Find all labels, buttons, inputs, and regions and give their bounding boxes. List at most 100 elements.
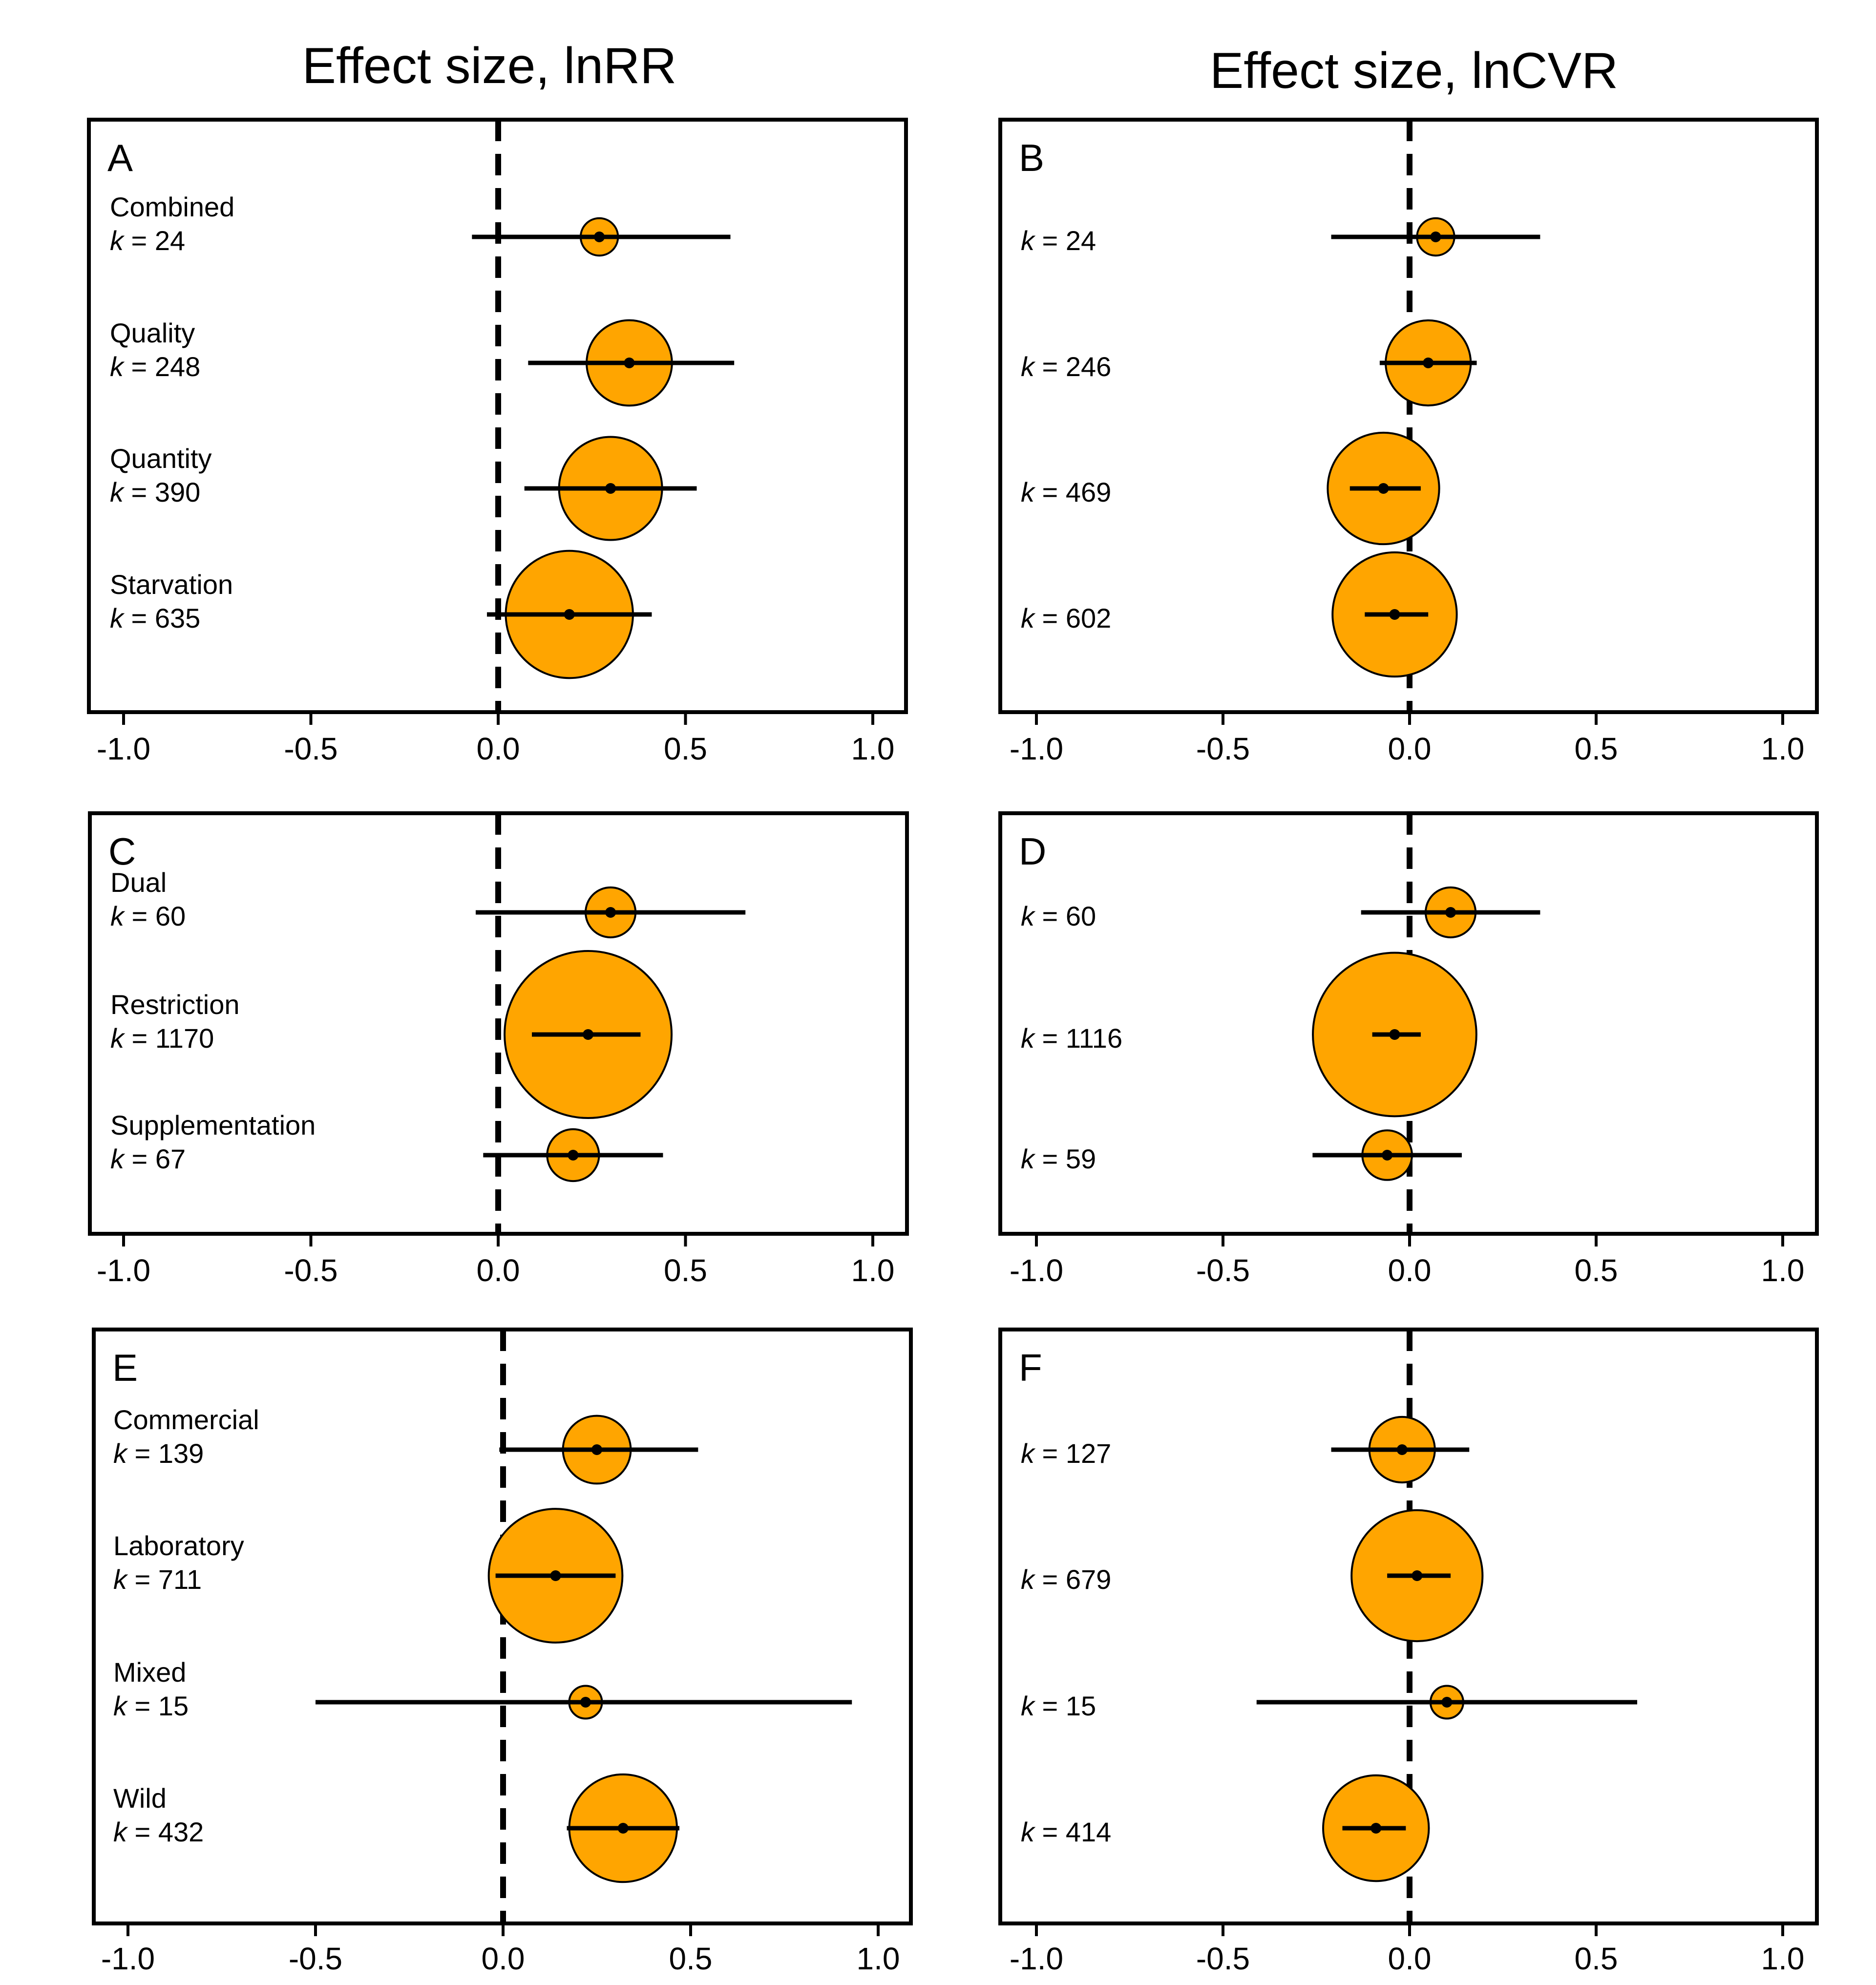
k-symbol: k [113, 1816, 128, 1847]
sample-size-label: k = 679 [1021, 1564, 1111, 1595]
forest-row: k = 15 [1021, 1685, 1638, 1721]
sample-size-label: k = 246 [1021, 351, 1111, 382]
k-symbol: k [1021, 351, 1036, 382]
x-tick-label: 0.0 [482, 1941, 525, 1976]
k-symbol: k [113, 1438, 128, 1469]
sample-size-label: k = 711 [113, 1564, 202, 1595]
k-value: = 635 [124, 603, 200, 634]
forest-row: k = 24 [1021, 217, 1540, 257]
point-estimate [1445, 907, 1456, 918]
k-value: = 248 [124, 351, 200, 382]
k-value: = 432 [127, 1816, 204, 1847]
x-tick-label: -1.0 [1010, 1941, 1063, 1976]
k-symbol: k [110, 1023, 126, 1054]
sample-size-label: k = 24 [1021, 225, 1096, 256]
point-estimate [1441, 1697, 1453, 1708]
x-tick-label: 1.0 [1761, 1253, 1805, 1288]
x-tick-label: 1.0 [857, 1941, 900, 1976]
k-symbol: k [1021, 225, 1036, 256]
forest-row: k = 1116 [1021, 951, 1477, 1118]
x-tick-label: 0.0 [1388, 731, 1432, 766]
k-value: = 24 [124, 225, 185, 256]
sample-size-label: k = 15 [1021, 1690, 1096, 1721]
row-label: Laboratory [113, 1530, 244, 1561]
row-label: Quality [110, 317, 195, 348]
point-estimate [591, 1444, 602, 1455]
sample-size-label: k = 24 [110, 225, 185, 256]
forest-row: k = 602 [1021, 551, 1458, 678]
point-estimate [1412, 1570, 1423, 1581]
forest-row: k = 60 [1021, 886, 1540, 939]
k-value: = 1116 [1034, 1023, 1122, 1054]
x-tick-label: -0.5 [1196, 1253, 1250, 1288]
column-title-lncvr: Effect size, lnCVR [1210, 42, 1618, 99]
sample-size-label: k = 60 [1021, 901, 1096, 931]
k-value: = 15 [1034, 1690, 1096, 1721]
k-symbol: k [110, 351, 125, 382]
row-label: Restriction [110, 989, 240, 1020]
x-tick-label: 0.5 [664, 1253, 707, 1288]
k-symbol: k [1021, 1438, 1036, 1469]
x-tick-label: 1.0 [851, 731, 895, 766]
k-symbol: k [113, 1690, 128, 1721]
row-label: Quantity [110, 443, 212, 474]
k-value: = 246 [1034, 351, 1111, 382]
k-symbol: k [110, 225, 125, 256]
point-estimate [1378, 483, 1389, 494]
row-label: Mixed [113, 1657, 186, 1688]
sample-size-label: k = 469 [1021, 477, 1111, 507]
k-symbol: k [1021, 1564, 1036, 1595]
sample-size-label: k = 414 [1021, 1816, 1111, 1847]
panel-letter: E [112, 1346, 138, 1389]
x-tick-label: -0.5 [1196, 1941, 1250, 1976]
x-tick-label: -0.5 [284, 731, 337, 766]
point-estimate [1382, 1150, 1393, 1161]
point-estimate [583, 1029, 594, 1040]
k-symbol: k [1021, 1690, 1036, 1721]
k-value: = 711 [127, 1564, 202, 1595]
panel-letter: F [1019, 1346, 1042, 1389]
x-tick-label: -0.5 [1196, 731, 1250, 766]
x-tick-label: 1.0 [1761, 731, 1805, 766]
k-value: = 24 [1034, 225, 1096, 256]
sample-size-label: k = 432 [113, 1816, 204, 1847]
x-tick-label: 0.0 [477, 731, 520, 766]
row-label: Wild [113, 1783, 167, 1814]
x-tick-label: 0.5 [1575, 1253, 1618, 1288]
k-value: = 602 [1034, 603, 1111, 634]
k-value: = 679 [1034, 1564, 1111, 1595]
k-symbol: k [113, 1564, 128, 1595]
x-tick-label: 0.0 [477, 1253, 520, 1288]
forest-row: k = 127 [1021, 1415, 1470, 1484]
row-label: Combined [110, 191, 234, 222]
row-label: Dual [110, 867, 167, 898]
forest-row: k = 246 [1021, 319, 1477, 407]
k-value: = 139 [127, 1438, 204, 1469]
x-tick-label: 0.0 [1388, 1253, 1432, 1288]
k-symbol: k [110, 901, 126, 931]
point-estimate [594, 232, 605, 242]
x-tick-label: 1.0 [1761, 1941, 1805, 1976]
point-estimate [624, 358, 635, 368]
x-tick-label: -1.0 [97, 1253, 150, 1288]
sample-size-label: k = 127 [1021, 1438, 1111, 1469]
panel-letter: C [108, 830, 136, 873]
k-symbol: k [1021, 1023, 1036, 1054]
point-estimate [580, 1697, 591, 1708]
sample-size-label: k = 248 [110, 351, 200, 382]
sample-size-label: k = 67 [110, 1143, 186, 1174]
k-symbol: k [1021, 901, 1036, 931]
